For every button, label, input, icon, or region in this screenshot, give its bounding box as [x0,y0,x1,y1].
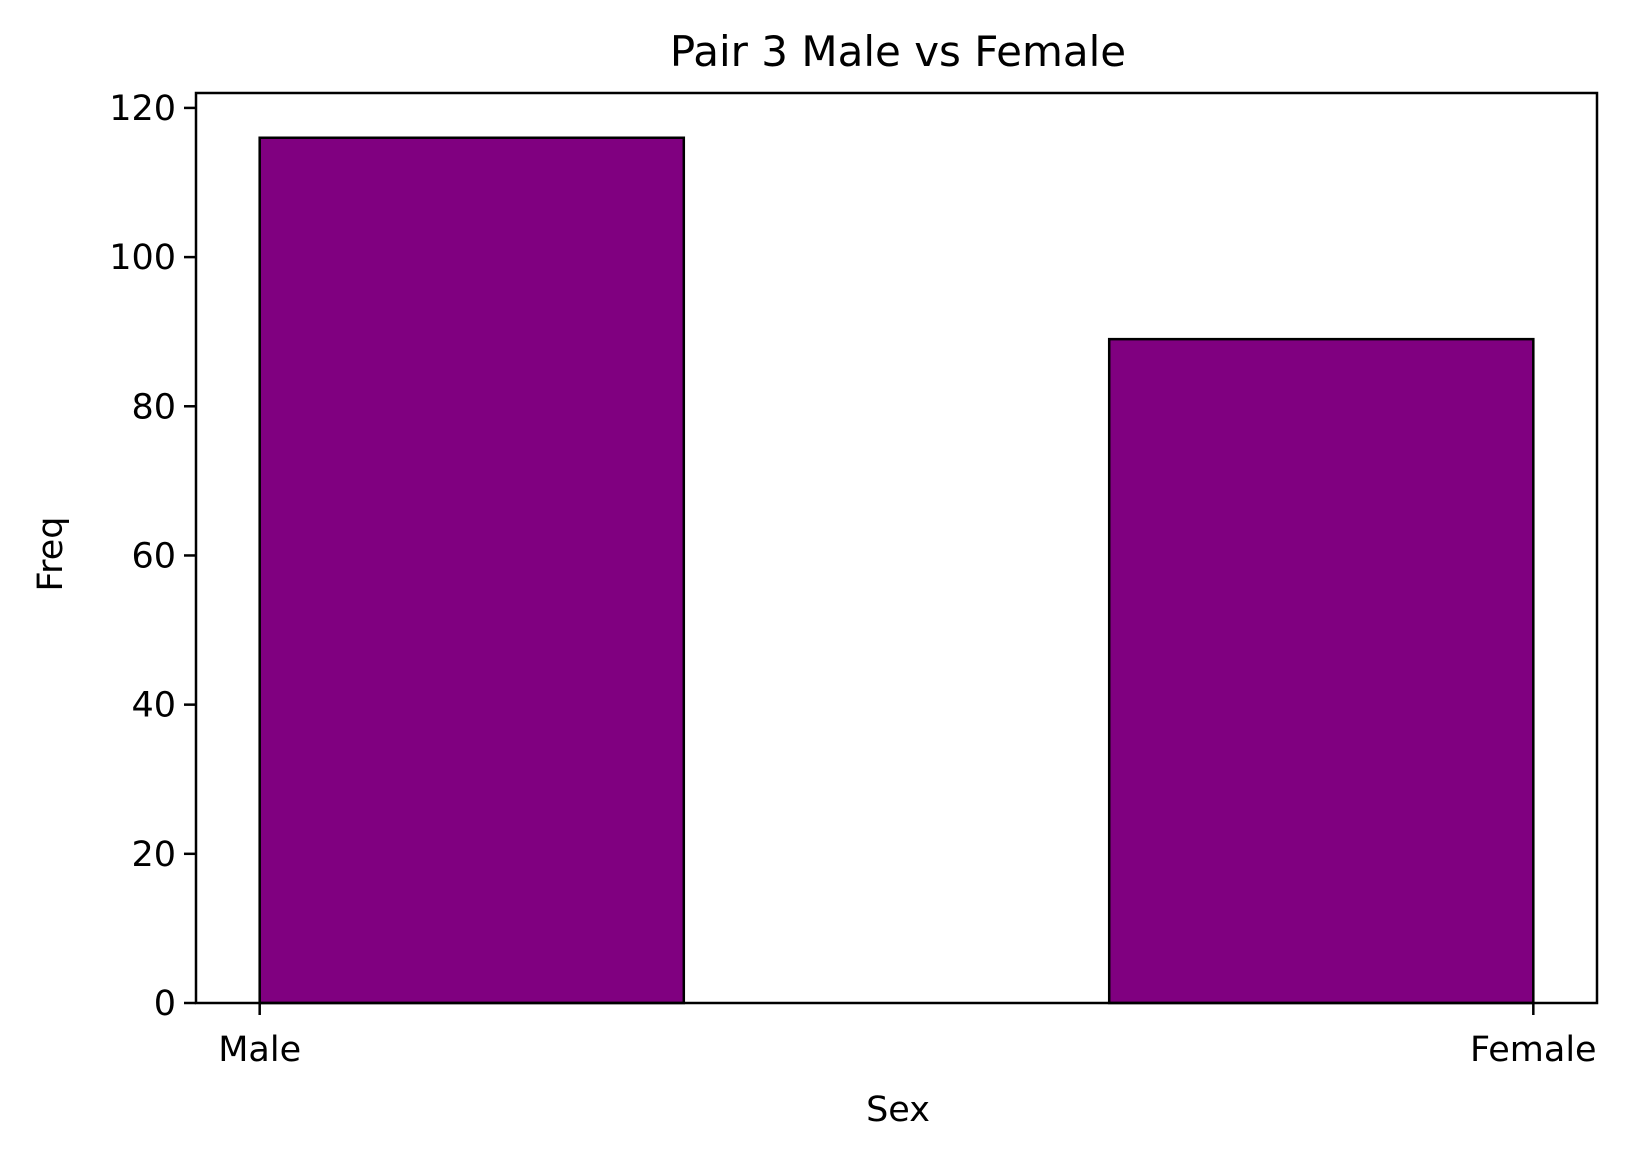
x-axis-ticks: Male Female [218,1003,1597,1070]
y-tick-label: 60 [131,536,176,576]
y-tick-label: 20 [131,835,176,875]
x-tick-label-male: Male [218,1030,301,1070]
x-axis-label: Sex [866,1090,930,1130]
x-tick-label-female: Female [1470,1030,1597,1070]
y-tick-label: 0 [154,984,176,1024]
y-tick-label: 80 [131,387,176,427]
plot-area-frame [194,91,1599,1005]
chart-title: Pair 3 Male vs Female [670,27,1126,76]
bars [258,136,1535,1005]
bar-male [258,136,686,1005]
bar-female [1107,337,1535,1005]
y-axis-ticks: 0 20 40 60 80 100 120 [109,89,196,1024]
y-tick-label: 120 [109,89,176,129]
y-tick-label: 100 [109,238,176,278]
y-axis-label: Freq [31,517,71,592]
y-tick-label: 40 [131,686,176,726]
